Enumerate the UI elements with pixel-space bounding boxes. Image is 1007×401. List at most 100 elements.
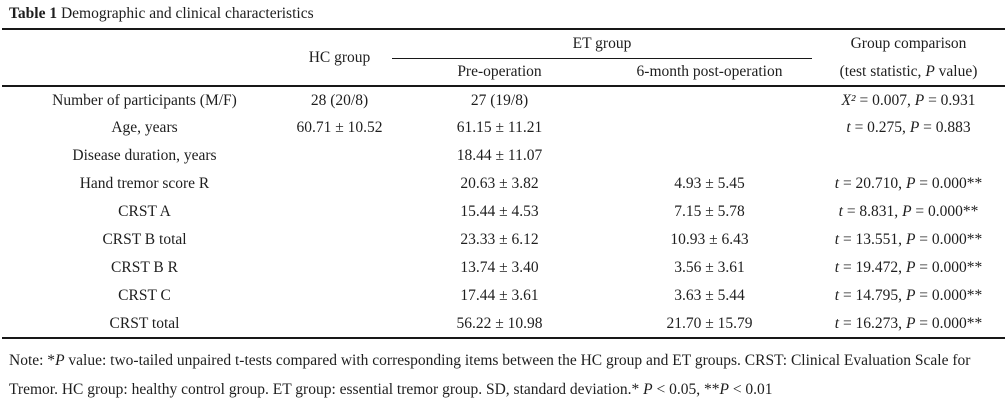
comparison-value-cell <box>812 142 1005 170</box>
post-value-cell: 7.15 ± 5.78 <box>674 203 745 220</box>
pre-value-cell: 20.63 ± 3.82 <box>460 175 539 192</box>
header-test-statistic: (test statistic, P value) <box>812 58 1005 86</box>
post-value-cell <box>607 142 812 170</box>
stat-variable: t <box>846 119 851 136</box>
row-label-cell: CRST B total <box>102 231 187 248</box>
stat-p-value: = 0.931 <box>924 91 976 109</box>
hc-value-cell: 28 (20/8) <box>287 85 392 114</box>
pre-value-cell: 23.33 ± 6.12 <box>460 231 539 248</box>
table-row: Age, years 60.71 ± 10.52 61.15 ± 11.21 t… <box>2 114 1005 142</box>
stat-p-label: P <box>905 231 916 248</box>
stat-p-value: = 0.000** <box>911 203 979 220</box>
pre-value-cell: 18.44 ± 11.07 <box>456 147 543 164</box>
post-value-cell: 21.70 ± 15.79 <box>666 314 753 332</box>
table-row: Number of participants (M/F) 28 (20/8) 2… <box>2 85 1006 114</box>
stat-value: = 13.551, <box>839 231 906 248</box>
post-value-cell: 4.93 ± 5.45 <box>674 175 745 192</box>
comparison-value-cell: t = 0.275, P = 0.883 <box>812 114 1005 142</box>
post-value-cell <box>607 85 813 114</box>
comparison-value-cell: t = 16.273, P = 0.000** <box>812 310 1005 338</box>
demographics-table: HC group ET group Group comparison Pre-o… <box>2 28 1006 339</box>
post-value-cell: 3.56 ± 3.61 <box>674 259 745 276</box>
hc-value-cell <box>287 282 392 310</box>
stat-value: = 8.831, <box>842 203 903 220</box>
comparison-value-cell: X² = 0.007, P = 0.931 <box>812 85 1006 114</box>
comparison-value-cell: t = 14.795, P = 0.000** <box>812 282 1005 310</box>
comparison-value-cell: t = 19.472, P = 0.000** <box>812 254 1005 282</box>
table-body: Number of participants (M/F) 28 (20/8) 2… <box>2 85 1006 338</box>
stat-p-value: = 0.883 <box>919 119 971 136</box>
footnote-p-italic: P <box>55 352 65 369</box>
footnote-line-1: Note: *P value: two-tailed unpaired t-te… <box>9 346 995 375</box>
footnote-text: value: two-tailed unpaired t-tests compa… <box>64 352 971 369</box>
stat-p-value: = 0.000** <box>915 175 983 192</box>
stat-p-value: = 0.000** <box>915 259 983 276</box>
stat-value: = 19.472, <box>839 259 906 276</box>
post-value-cell: 3.63 ± 5.44 <box>674 287 745 304</box>
footnote-p-italic: P <box>719 381 729 398</box>
footnote-line-2: Tremor. HC group: healthy control group.… <box>9 375 995 401</box>
test-statistic-text-end: value) <box>934 62 978 80</box>
pre-value-cell: 27 (19/8) <box>392 85 607 114</box>
stat-value: = 16.273, <box>839 314 906 332</box>
row-label-cell: CRST A <box>118 203 171 220</box>
table-row: CRST B total 23.33 ± 6.12 10.93 ± 6.43 t… <box>2 226 1005 254</box>
stat-variable: t <box>838 203 843 220</box>
post-value-cell <box>607 114 812 142</box>
row-label-cell: CRST B R <box>111 259 178 276</box>
table-row: Disease duration, years 18.44 ± 11.07 <box>2 142 1005 170</box>
pre-value-cell: 15.44 ± 4.53 <box>460 203 539 220</box>
hc-value-cell <box>287 198 392 226</box>
stat-p-value: = 0.000** <box>915 231 983 248</box>
header-et-group: ET group <box>392 29 813 59</box>
table-title-text: Demographic and clinical characteristics <box>57 5 314 22</box>
post-value-cell: 10.93 ± 6.43 <box>670 231 749 248</box>
pre-value-cell: 13.74 ± 3.40 <box>460 259 539 276</box>
footnote-text: Note: * <box>9 352 56 369</box>
stat-variable: X² <box>841 91 856 109</box>
stat-value: = 0.007, <box>855 91 915 109</box>
p-value-label: P <box>925 62 935 80</box>
table-row: CRST C 17.44 ± 3.61 3.63 ± 5.44 t = 14.7… <box>2 282 1005 310</box>
table-row: Hand tremor score R 20.63 ± 3.82 4.93 ± … <box>2 170 1005 198</box>
stat-value: = 20.710, <box>839 175 906 192</box>
table-title: Table 1 Demographic and clinical charact… <box>0 0 1007 28</box>
hc-value-cell <box>287 254 392 282</box>
footnote-text: Tremor. HC group: healthy control group.… <box>9 381 644 398</box>
stat-variable: t <box>834 314 840 332</box>
row-label-cell: CRST C <box>118 287 171 304</box>
header-pre-operation: Pre-operation <box>457 62 542 80</box>
stat-variable: t <box>834 287 840 304</box>
pre-value-cell: 61.15 ± 11.21 <box>456 119 543 136</box>
stat-p-label: P <box>902 203 912 220</box>
footnote-text: < 0.01 <box>728 381 773 398</box>
test-statistic-text: (test statistic, <box>839 62 926 80</box>
stat-p-label: P <box>914 91 925 109</box>
comparison-value-cell: t = 13.551, P = 0.000** <box>812 226 1005 254</box>
stat-variable: t <box>834 259 840 276</box>
stat-p-label: P <box>905 314 916 332</box>
table-title-number: Table 1 <box>9 5 58 22</box>
stat-p-label: P <box>905 287 916 304</box>
stat-p-label: P <box>905 175 916 192</box>
stat-variable: t <box>834 175 840 192</box>
comparison-value-cell: t = 20.710, P = 0.000** <box>812 170 1005 198</box>
header-row-sub: Pre-operation 6-month post-operation (te… <box>2 58 1005 86</box>
stat-p-value: = 0.000** <box>915 314 983 332</box>
hc-value-cell <box>287 170 392 198</box>
stat-p-label: P <box>909 119 920 136</box>
footnote-p-italic: P <box>643 381 653 398</box>
pre-value-cell: 56.22 ± 10.98 <box>456 314 543 332</box>
stat-variable: t <box>834 231 840 248</box>
stat-p-label: P <box>905 259 916 276</box>
table-header: HC group ET group Group comparison Pre-o… <box>2 29 1005 86</box>
stat-p-value: = 0.000** <box>915 287 983 304</box>
hc-value-cell: 60.71 ± 10.52 <box>296 119 383 136</box>
footnote-text: < 0.05, ** <box>652 381 720 398</box>
row-label-cell: CRST total <box>109 314 180 332</box>
table-footnote: Note: *P value: two-tailed unpaired t-te… <box>9 346 995 401</box>
table-row: CRST A 15.44 ± 4.53 7.15 ± 5.78 t = 8.83… <box>2 198 1005 226</box>
row-label-cell: Age, years <box>111 119 178 136</box>
hc-value-cell <box>287 226 392 254</box>
